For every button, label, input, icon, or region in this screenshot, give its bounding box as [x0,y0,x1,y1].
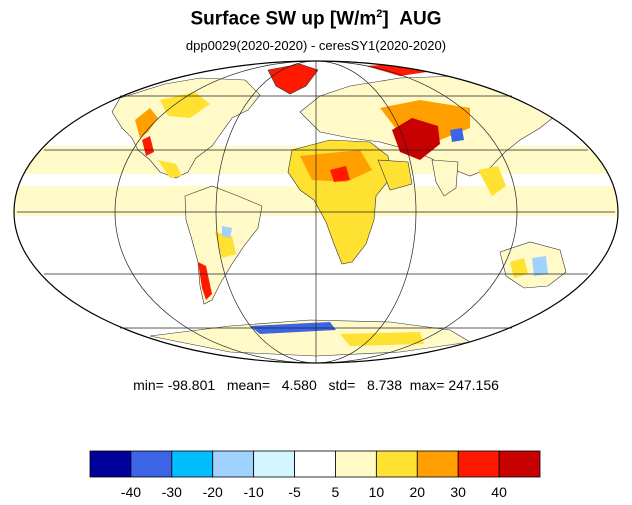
north-america-interior [160,92,210,118]
mean-label: mean= [226,377,271,393]
colorbar-segment [253,450,295,478]
colorbar-tick-label: 5 [332,484,340,500]
north-america-southwest [142,136,154,156]
colorbar-segment [212,450,255,478]
map-border [13,60,619,364]
title-text: Surface SW up [W/m [190,8,377,30]
max-value: 247.156 [448,377,499,393]
min-value: -98.801 [167,377,216,393]
world-map [13,60,619,364]
iran-anomaly [392,118,440,160]
colorbar-tick-label: -20 [203,484,223,500]
colorbar-segment [89,450,132,478]
colorbar-tick-label: 10 [369,484,385,500]
australia-negative [532,256,548,276]
colorbar-segment [130,450,173,478]
tibet-negative [450,128,464,142]
colorbar-segment [171,450,214,478]
colorbar-tick-label: -5 [288,484,301,500]
colorbar-tick-label: 30 [450,484,466,500]
map-title: Surface SW up [W/m2] AUG [0,8,632,30]
colorbar-segment [294,450,336,478]
colorbar-segment [416,450,459,478]
southeast-asia-anomaly [478,166,506,196]
south-america-andes [198,262,212,300]
north-america-west-coast [135,108,158,138]
std-label: std= [328,377,356,393]
antarctica-positive [340,332,424,346]
greenland-anomaly [267,63,319,95]
arabia-anomaly [377,159,413,191]
colorbar-tick-label: -30 [162,484,182,500]
statistics-line: min= -98.801 mean= 4.580 std= 8.738 max=… [0,377,632,393]
colorbar-tick-label: -10 [244,484,264,500]
title-superscript: 2 [376,8,383,20]
sahara-hotspot [330,166,350,182]
title-month: AUG [399,8,442,30]
std-value: 8.738 [366,377,403,393]
mean-value: 4.580 [281,377,317,393]
colorbar-tick-label: 20 [409,484,425,500]
colorbar-segment [375,450,418,478]
mexico-anomaly [158,160,182,178]
colorbar-tick-label: -40 [121,484,141,500]
india-anomaly [431,159,459,197]
title-bracket: ] [382,8,389,30]
colorbar-segment [335,450,377,478]
max-label: max= [409,377,445,393]
map-subtitle: dpp0029(2020-2020) - ceresSY1(2020-2020) [185,38,447,53]
colorbar-segment [457,450,500,478]
south-america-negative [222,226,232,238]
sahara-anomaly [300,150,372,182]
antarctica-anomaly [149,319,471,357]
min-label: min= [133,377,164,393]
colorbar-tick-label: 40 [491,484,507,500]
colorbar-segment [498,450,541,478]
south-america-southeast [215,232,236,258]
australia-positive [510,258,528,278]
